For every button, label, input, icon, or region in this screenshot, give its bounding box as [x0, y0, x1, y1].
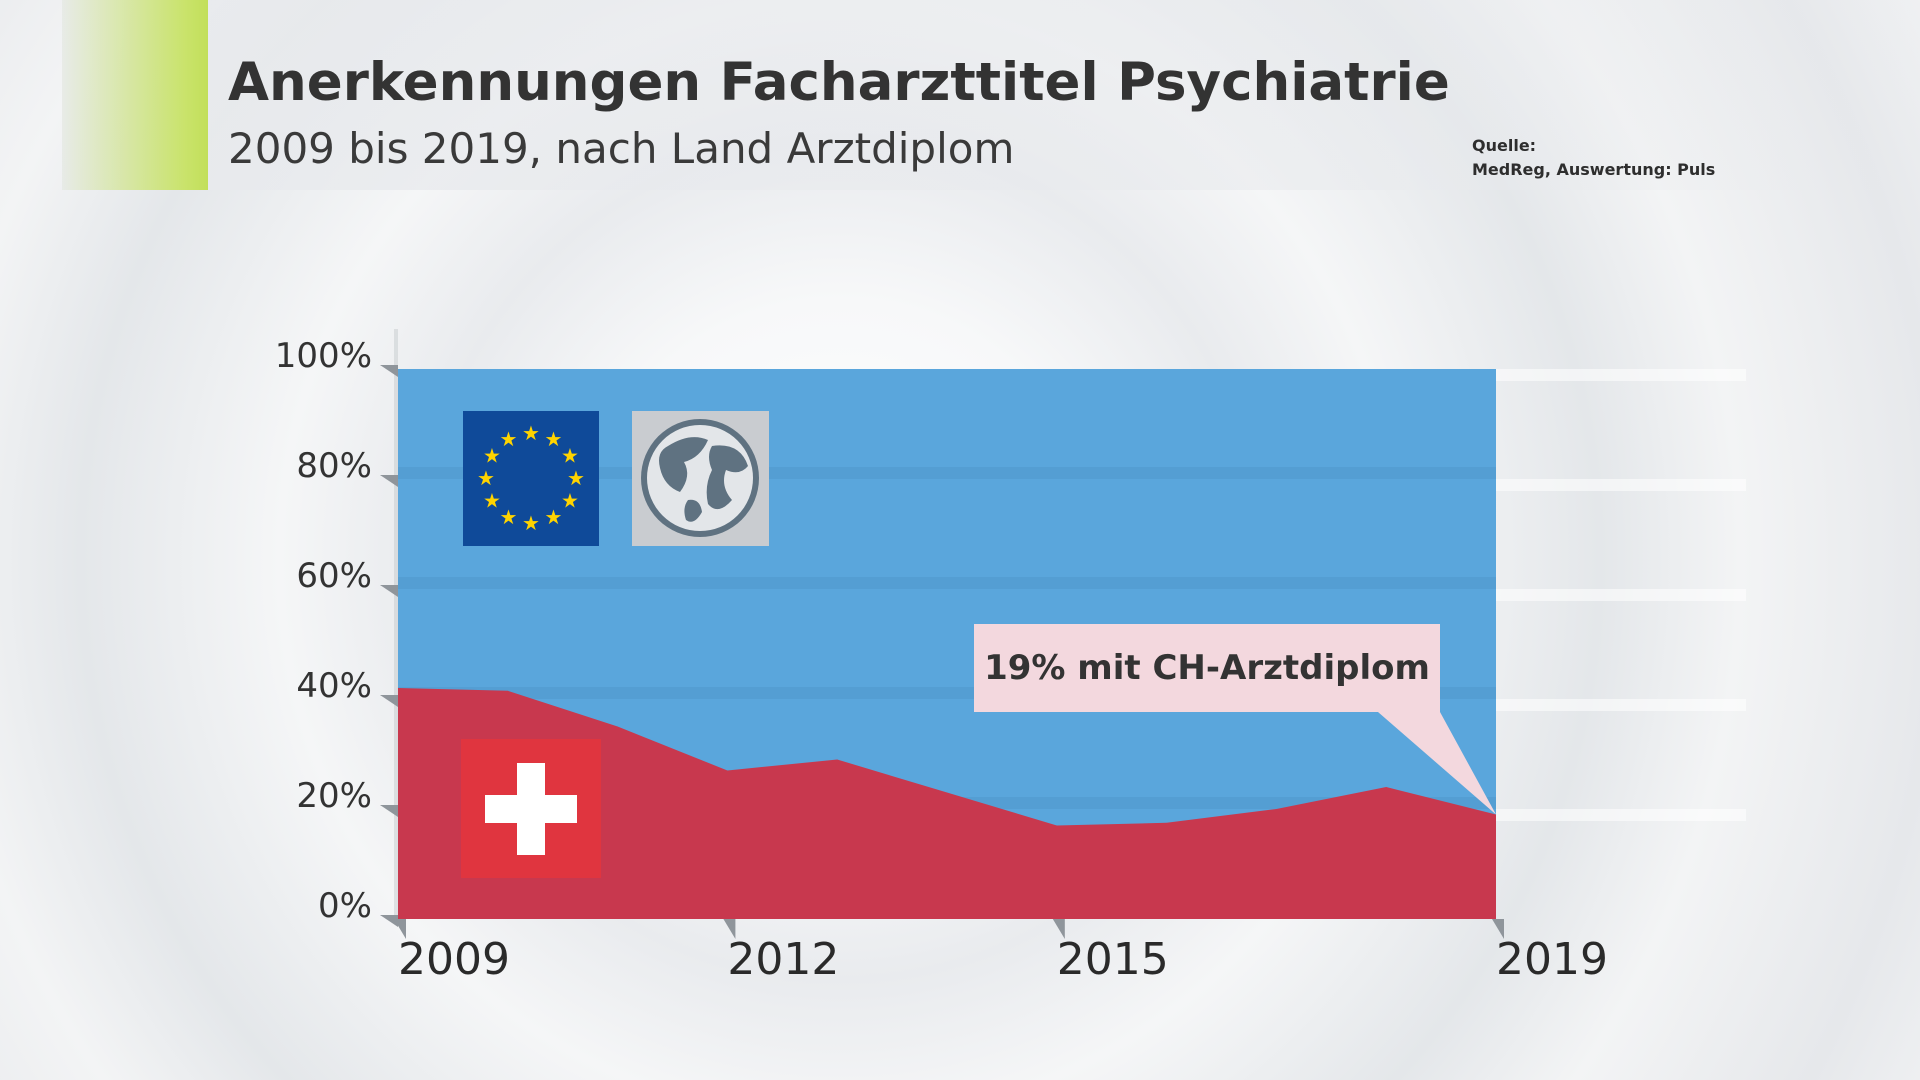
eu-star: ★: [500, 427, 518, 451]
y-tick-mark: [380, 805, 398, 817]
accent-bar: [62, 0, 208, 190]
callout-pointer: [1378, 712, 1496, 815]
header-band: [62, 0, 1920, 190]
swiss-flag-icon: [461, 739, 601, 878]
eu-star: ★: [561, 444, 579, 468]
eu-star: ★: [545, 505, 563, 529]
y-tick-label: 80%: [296, 446, 372, 486]
eu-flag-background: [463, 411, 599, 546]
globe-continent: [706, 445, 748, 510]
icon-layer: ★ ★★★★★★★★★★★: [461, 411, 769, 878]
eu-star: ★: [522, 421, 540, 445]
globe-icon: [632, 411, 769, 546]
source-text: MedReg, Auswertung: Puls: [1472, 160, 1716, 179]
y-tick-mark: [380, 695, 398, 707]
y-tick-mark: [380, 365, 398, 377]
axis-layer: 100% 80% 60% 40% 20% 0% 2009 2012 2015 2019: [275, 336, 1608, 985]
x-tick-label: 2012: [727, 934, 839, 985]
eu-star: ★: [567, 466, 585, 490]
y-axis-line: [394, 329, 398, 919]
y-tick-mark: [380, 585, 398, 597]
x-tick-label: 2015: [1057, 934, 1169, 985]
eu-star: ★: [561, 489, 579, 513]
y-tick-label: 40%: [296, 666, 372, 706]
chart-subtitle: 2009 bis 2019, nach Land Arztdiplom: [228, 124, 1015, 173]
callout-label: 19% mit CH-Arztdiplom: [974, 624, 1440, 712]
y-tick-label: 0%: [318, 886, 372, 926]
x-tick-mark: [723, 919, 736, 939]
band-60: [398, 577, 1496, 589]
eu-star: ★: [545, 427, 563, 451]
y-tick-label: 20%: [296, 776, 372, 816]
globe-continent: [684, 499, 702, 522]
chart-title: Anerkennungen Facharzttitel Psychiatrie: [228, 52, 1450, 113]
globe-continent: [659, 437, 708, 492]
x-tick-label: 2009: [398, 934, 510, 985]
area-ch-diploma: [398, 688, 1496, 919]
y-tick-mark: [380, 915, 398, 927]
eu-star: ★: [483, 489, 501, 513]
eu-star: ★: [500, 505, 518, 529]
x-tick-mark: [1492, 919, 1504, 939]
y-tick-label: 60%: [296, 556, 372, 596]
x-tick-mark: [394, 919, 406, 939]
source-label: Quelle:: [1472, 136, 1537, 155]
eu-star: ★: [477, 466, 495, 490]
eu-star: ★: [522, 511, 540, 535]
x-tick-label: 2019: [1496, 934, 1608, 985]
eu-star: ★: [483, 444, 501, 468]
swiss-cross-horizontal: [485, 795, 577, 823]
eu-flag-icon: ★ ★★★★★★★★★★★: [463, 411, 599, 546]
y-tick-label: 100%: [275, 336, 372, 376]
x-tick-mark: [1052, 919, 1065, 939]
y-tick-mark: [380, 475, 398, 487]
source-note: Quelle: MedReg, Auswertung: Puls: [1472, 134, 1715, 182]
